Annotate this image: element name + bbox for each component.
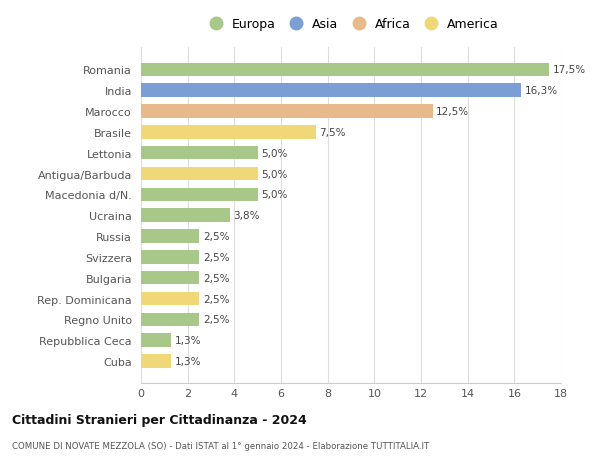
Bar [141,209,230,223]
Text: 2,5%: 2,5% [203,294,229,304]
Text: 2,5%: 2,5% [203,231,229,241]
Bar [141,168,257,181]
Text: 3,8%: 3,8% [233,211,260,221]
Text: 1,3%: 1,3% [175,356,202,366]
Bar [141,146,257,160]
Text: Cittadini Stranieri per Cittadinanza - 2024: Cittadini Stranieri per Cittadinanza - 2… [12,413,307,426]
Text: 5,0%: 5,0% [261,169,287,179]
Bar [141,84,521,98]
Bar [141,292,199,306]
Text: 2,5%: 2,5% [203,273,229,283]
Text: 1,3%: 1,3% [175,336,202,346]
Text: 2,5%: 2,5% [203,315,229,325]
Text: COMUNE DI NOVATE MEZZOLA (SO) - Dati ISTAT al 1° gennaio 2024 - Elaborazione TUT: COMUNE DI NOVATE MEZZOLA (SO) - Dati IST… [12,441,429,450]
Legend: Europa, Asia, Africa, America: Europa, Asia, Africa, America [200,14,502,35]
Bar [141,188,257,202]
Bar [141,251,199,264]
Text: 7,5%: 7,5% [320,128,346,138]
Bar [141,63,550,77]
Bar [141,334,172,347]
Bar [141,313,199,326]
Text: 16,3%: 16,3% [525,86,558,96]
Text: 5,0%: 5,0% [261,148,287,158]
Bar [141,271,199,285]
Bar [141,105,433,118]
Bar [141,126,316,140]
Bar [141,354,172,368]
Text: 17,5%: 17,5% [553,65,586,75]
Bar [141,230,199,243]
Text: 12,5%: 12,5% [436,107,469,117]
Text: 5,0%: 5,0% [261,190,287,200]
Text: 2,5%: 2,5% [203,252,229,262]
